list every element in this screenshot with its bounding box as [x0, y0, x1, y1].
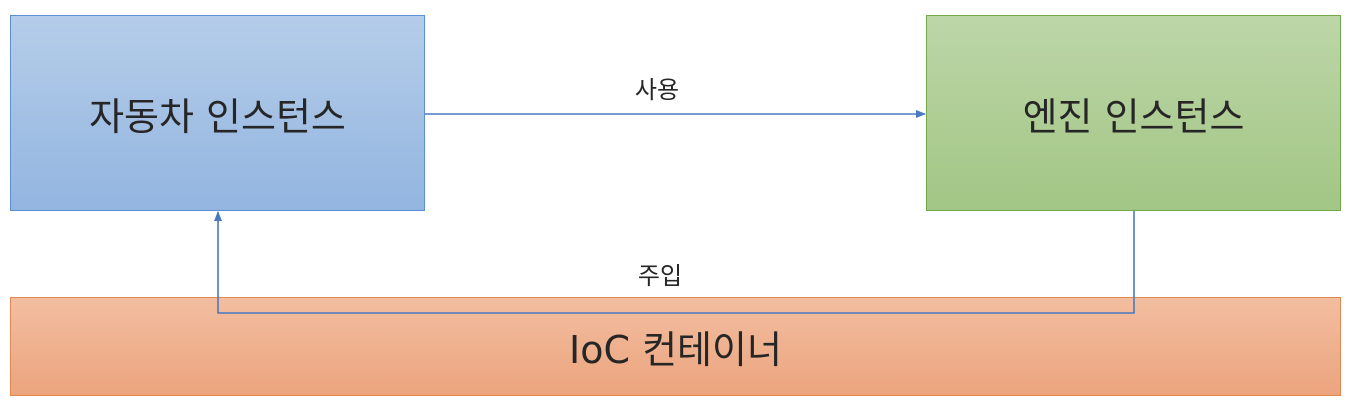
- car-instance-label: 자동차 인스턴스: [89, 94, 346, 139]
- inject-edge-label: 주입: [637, 262, 683, 290]
- engine-instance-label: 엔진 인스턴스: [1022, 94, 1245, 139]
- ioc-container-label: IoC 컨테이너: [569, 328, 782, 372]
- ioc-container-box: IoC 컨테이너: [10, 297, 1341, 396]
- car-instance-box: 자동차 인스턴스: [10, 15, 425, 211]
- engine-instance-box: 엔진 인스턴스: [926, 15, 1341, 211]
- use-edge-label: 사용: [634, 76, 680, 104]
